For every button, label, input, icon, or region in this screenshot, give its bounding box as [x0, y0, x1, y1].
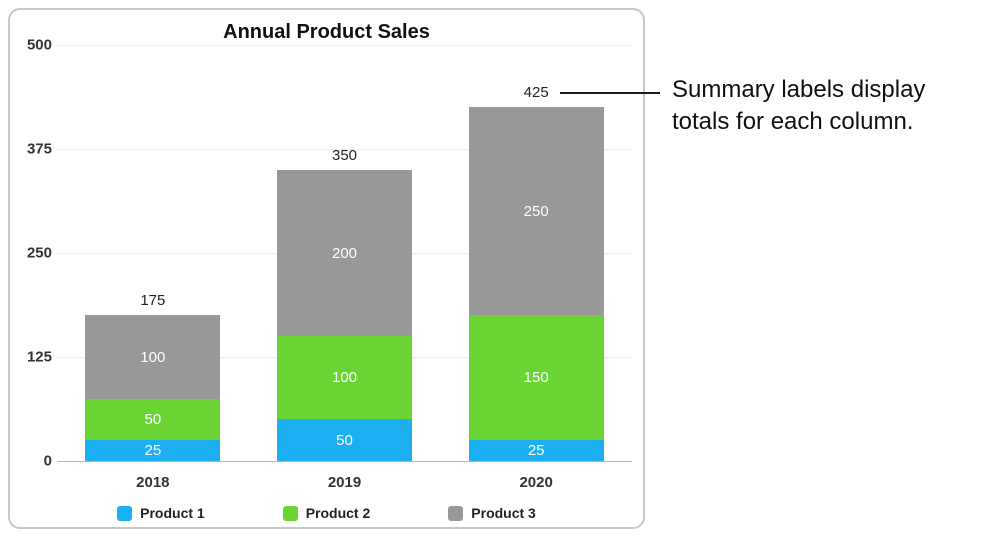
legend-label: Product 1	[140, 505, 205, 521]
segment-value-label: 50	[144, 410, 162, 428]
segment-value-label: 200	[331, 244, 358, 262]
y-tick-label: 250	[26, 244, 52, 262]
legend-swatch	[282, 505, 298, 521]
bar-column: 50 100 200	[277, 169, 412, 461]
x-tick-label: 2018	[136, 474, 170, 491]
bar-segment: 50	[277, 419, 412, 461]
bar-segment: 200	[277, 169, 412, 337]
segment-value-label: 25	[527, 442, 545, 460]
total-label: 425	[523, 84, 549, 102]
bar-segment: 250	[468, 107, 604, 316]
gridline	[57, 45, 632, 46]
bar-segment: 25	[468, 440, 604, 461]
plot-area: 25 50 100 175 50 100 200 350 25 150 250 425	[57, 45, 632, 462]
bar-column: 25 150 250	[468, 107, 604, 461]
chart-panel: Annual Product Sales 0 125 250 375 500 25 50 1…	[8, 8, 645, 529]
legend-item: Product 3	[448, 505, 536, 521]
legend-swatch	[117, 505, 133, 521]
y-tick-label: 0	[43, 452, 52, 470]
total-label: 350	[331, 146, 358, 164]
segment-value-label: 50	[336, 431, 353, 449]
chart-title: Annual Product Sales	[223, 21, 430, 43]
segment-value-label: 25	[144, 442, 162, 460]
x-axis: 2018 2019 2020	[57, 462, 632, 494]
y-axis: 0 125 250 375 500	[10, 37, 52, 470]
y-tick-label: 125	[26, 348, 52, 366]
callout-line	[560, 92, 660, 94]
total-label: 175	[140, 292, 166, 310]
legend-item: Product 2	[282, 505, 371, 521]
segment-value-label: 250	[523, 202, 549, 220]
y-tick-label: 500	[26, 36, 52, 54]
y-tick-label: 375	[26, 140, 52, 158]
legend-swatch	[448, 505, 464, 521]
bar-segment: 100	[85, 315, 221, 399]
legend: Product 1 Product 2 Product 3	[10, 505, 643, 521]
x-tick-label: 2020	[519, 474, 553, 491]
x-tick-label: 2019	[327, 474, 362, 491]
bar-segment: 100	[277, 336, 412, 420]
segment-value-label: 100	[140, 348, 166, 366]
bar-column: 25 50 100	[85, 315, 221, 461]
legend-item: Product 1	[117, 505, 205, 521]
bar-segment: 50	[85, 398, 221, 441]
gridline	[57, 149, 632, 150]
bar-segment: 25	[85, 440, 221, 461]
annotation-text: Summary labels display totals for each c…	[672, 76, 926, 136]
segment-value-label: 100	[331, 369, 358, 387]
bar-segment: 150	[468, 315, 604, 441]
legend-label: Product 2	[305, 505, 371, 521]
segment-value-label: 150	[523, 369, 549, 387]
legend-label: Product 3	[471, 505, 536, 521]
